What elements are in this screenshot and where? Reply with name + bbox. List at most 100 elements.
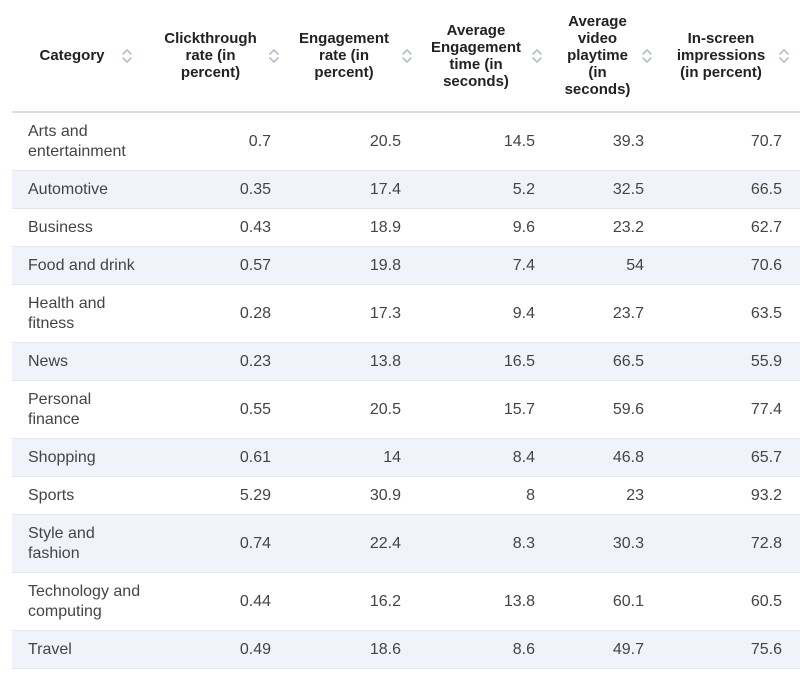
engagement-time-cell: 13.8 (419, 572, 553, 631)
clickthrough-rate-cell: 0.57 (152, 246, 289, 285)
engagement-time-cell: 7.4 (419, 246, 553, 285)
clickthrough-rate-cell: 0.23 (152, 342, 289, 381)
in-screen-impressions-cell: 62.7 (662, 208, 800, 247)
engagement-time-cell: 8.4 (419, 438, 553, 477)
in-screen-impressions-cell: 75.6 (662, 630, 800, 669)
video-playtime-cell: 23.7 (553, 284, 662, 343)
table-row: Technology and computing 0.44 16.2 13.8 60.1… (12, 572, 800, 631)
column-header-label: Clickthrough rate (in percent) (164, 30, 257, 81)
clickthrough-rate-cell: 0.28 (152, 284, 289, 343)
column-header-category[interactable]: Category (12, 0, 152, 113)
column-header-label: Category (39, 47, 105, 64)
table-row: Automotive 0.35 17.4 5.2 32.5 66.5 (12, 170, 800, 209)
engagement-rate-cell: 17.4 (289, 170, 419, 209)
clickthrough-rate-cell: 0.49 (152, 630, 289, 669)
column-header-average-engagement-time[interactable]: Average Engagement time (in seconds) (419, 0, 553, 113)
column-header-label: In-screen impressions (in percent) (676, 30, 766, 81)
table-row: News 0.23 13.8 16.5 66.5 55.9 (12, 342, 800, 381)
data-table: Category Clickthrough rate (in percent) … (12, 0, 800, 669)
video-playtime-cell: 39.3 (553, 112, 662, 171)
column-header-label: Engagement rate (in percent) (298, 30, 389, 81)
engagement-time-cell: 16.5 (419, 342, 553, 381)
category-cell: Travel (12, 630, 152, 669)
in-screen-impressions-cell: 66.5 (662, 170, 800, 209)
sort-up-down-icon[interactable] (402, 48, 412, 64)
in-screen-impressions-cell: 60.5 (662, 572, 800, 631)
category-cell: Sports (12, 476, 152, 515)
table-row: Travel 0.49 18.6 8.6 49.7 75.6 (12, 630, 800, 669)
engagement-rate-cell: 30.9 (289, 476, 419, 515)
category-cell: Style and fashion (12, 514, 152, 573)
engagement-rate-cell: 14 (289, 438, 419, 477)
clickthrough-rate-cell: 0.55 (152, 380, 289, 439)
clickthrough-rate-cell: 0.44 (152, 572, 289, 631)
video-playtime-cell: 32.5 (553, 170, 662, 209)
table-row: Business 0.43 18.9 9.6 23.2 62.7 (12, 208, 800, 247)
in-screen-impressions-cell: 77.4 (662, 380, 800, 439)
column-header-engagement-rate[interactable]: Engagement rate (in percent) (289, 0, 419, 113)
engagement-rate-cell: 18.9 (289, 208, 419, 247)
video-playtime-cell: 54 (553, 246, 662, 285)
engagement-time-cell: 14.5 (419, 112, 553, 171)
column-header-label: Average Engagement time (in seconds) (430, 21, 521, 90)
header-row: Category Clickthrough rate (in percent) … (12, 0, 800, 113)
table-row: Health and fitness 0.28 17.3 9.4 23.7 63.5 (12, 284, 800, 343)
video-playtime-cell: 60.1 (553, 572, 662, 631)
category-cell: Technology and computing (12, 572, 152, 631)
video-playtime-cell: 23 (553, 476, 662, 515)
engagement-rate-cell: 19.8 (289, 246, 419, 285)
clickthrough-rate-cell: 0.43 (152, 208, 289, 247)
engagement-rate-cell: 20.5 (289, 380, 419, 439)
engagement-rate-cell: 22.4 (289, 514, 419, 573)
engagement-rate-cell: 16.2 (289, 572, 419, 631)
engagement-time-cell: 8.3 (419, 514, 553, 573)
category-cell: Food and drink (12, 246, 152, 285)
table-row: Style and fashion 0.74 22.4 8.3 30.3 72.8 (12, 514, 800, 573)
column-header-clickthrough-rate[interactable]: Clickthrough rate (in percent) (152, 0, 289, 113)
in-screen-impressions-cell: 65.7 (662, 438, 800, 477)
engagement-time-cell: 8.6 (419, 630, 553, 669)
clickthrough-rate-cell: 0.35 (152, 170, 289, 209)
table-row: Personal finance 0.55 20.5 15.7 59.6 77.4 (12, 380, 800, 439)
engagement-time-cell: 9.4 (419, 284, 553, 343)
engagement-time-cell: 5.2 (419, 170, 553, 209)
data-table-container: Category Clickthrough rate (in percent) … (12, 0, 800, 682)
column-header-in-screen-impressions[interactable]: In-screen impressions (in percent) (662, 0, 800, 113)
engagement-time-cell: 9.6 (419, 208, 553, 247)
category-cell: Health and fitness (12, 284, 152, 343)
in-screen-impressions-cell: 70.7 (662, 112, 800, 171)
video-playtime-cell: 46.8 (553, 438, 662, 477)
engagement-time-cell: 15.7 (419, 380, 553, 439)
table-row: Food and drink 0.57 19.8 7.4 54 70.6 (12, 246, 800, 285)
video-playtime-cell: 59.6 (553, 380, 662, 439)
table-header: Category Clickthrough rate (in percent) … (12, 0, 800, 113)
category-cell: Personal finance (12, 380, 152, 439)
column-header-average-video-playtime[interactable]: Average video playtime (in seconds) (553, 0, 662, 113)
video-playtime-cell: 66.5 (553, 342, 662, 381)
in-screen-impressions-cell: 70.6 (662, 246, 800, 285)
engagement-time-cell: 8 (419, 476, 553, 515)
clickthrough-rate-cell: 0.74 (152, 514, 289, 573)
table-row: Sports 5.29 30.9 8 23 93.2 (12, 476, 800, 515)
table-row: Shopping 0.61 14 8.4 46.8 65.7 (12, 438, 800, 477)
in-screen-impressions-cell: 55.9 (662, 342, 800, 381)
sort-up-down-icon[interactable] (532, 48, 542, 64)
table-row: Arts and entertainment 0.7 20.5 14.5 39.3 70.… (12, 112, 800, 171)
table-body: Arts and entertainment 0.7 20.5 14.5 39.3 70.… (12, 112, 800, 669)
video-playtime-cell: 23.2 (553, 208, 662, 247)
clickthrough-rate-cell: 0.7 (152, 112, 289, 171)
clickthrough-rate-cell: 0.61 (152, 438, 289, 477)
engagement-rate-cell: 18.6 (289, 630, 419, 669)
engagement-rate-cell: 17.3 (289, 284, 419, 343)
sort-up-down-icon[interactable] (641, 48, 652, 64)
engagement-rate-cell: 13.8 (289, 342, 419, 381)
sort-up-down-icon[interactable] (122, 48, 132, 64)
clickthrough-rate-cell: 5.29 (152, 476, 289, 515)
engagement-rate-cell: 20.5 (289, 112, 419, 171)
in-screen-impressions-cell: 63.5 (662, 284, 800, 343)
sort-up-down-icon[interactable] (779, 48, 789, 64)
video-playtime-cell: 49.7 (553, 630, 662, 669)
category-cell: Shopping (12, 438, 152, 477)
sort-up-down-icon[interactable] (268, 48, 279, 64)
in-screen-impressions-cell: 93.2 (662, 476, 800, 515)
